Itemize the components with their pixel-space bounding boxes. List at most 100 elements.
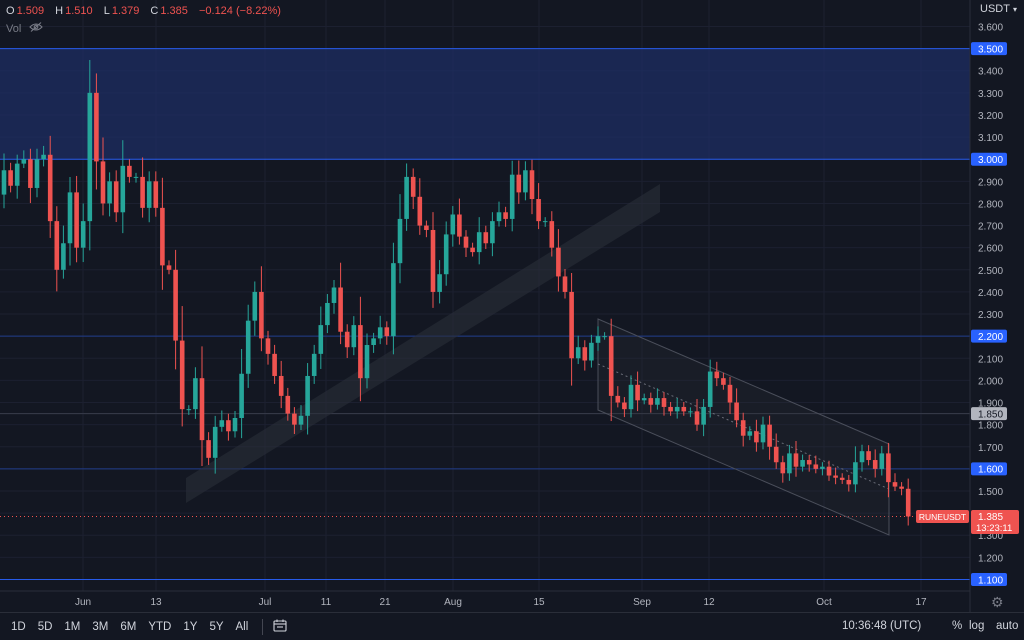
candle-body [232,418,238,432]
time-tick-label: 13 [150,597,162,608]
candle-body [727,384,733,403]
candle-body [470,247,475,253]
log-scale-toggle[interactable]: log [969,620,985,632]
candle-body [859,451,865,463]
open-value: 1.509 [16,5,45,17]
calendar-icon[interactable] [269,619,291,635]
candle-body [813,464,819,469]
level-price-tag [971,407,1007,421]
candle-body [371,338,376,346]
candle-body [879,453,885,469]
candle-body [239,373,244,419]
candle-body [344,331,350,348]
candle-body [278,375,284,396]
candle-body [826,466,832,476]
range-all[interactable]: All [235,620,249,633]
last-price-text: 1.385 [978,512,1003,523]
auto-scale-toggle[interactable]: auto [996,620,1019,632]
candle-body [740,420,746,436]
percent-scale-toggle[interactable]: % [952,620,963,632]
time-axis[interactable]: Jun 13 Jul 11 21 Aug 15 Sep 12 Oct 17 [0,590,970,608]
price-tick-label: 1.300 [978,531,1003,542]
candle-body [1,170,7,195]
high-label: H [55,5,64,17]
candle-body [800,460,805,467]
price-tick-label: 1.900 [978,399,1003,410]
last-price-tag [971,509,1019,534]
range-3m[interactable]: 3M [92,620,109,633]
candle-body [747,431,753,436]
candle-body [905,488,911,517]
candle-body [767,424,772,447]
candle-body [212,426,218,458]
level-price-tag-text: 3.000 [978,155,1003,166]
candle-body [622,402,627,410]
candle-body [285,395,291,414]
candle-body [648,398,654,405]
candle-body [318,325,324,354]
candle-body [549,221,555,248]
candle-body [404,176,409,219]
price-tick-label: 2.300 [978,310,1003,321]
candle-body [384,327,390,337]
low-value: 1.379 [111,5,140,17]
candle-body [833,475,838,478]
candle-body [490,221,495,244]
candle-body [503,212,508,219]
candle-body [714,371,720,379]
candle-body [839,477,845,480]
level-price-tag-text: 1.100 [978,575,1003,586]
candle-body [529,170,535,200]
candle-body [21,159,27,164]
candle-body [872,460,878,469]
candle-body [635,384,640,401]
price-tick-label: 2.100 [978,354,1003,365]
symbol-tag-text: RUNEUSDT [919,512,966,522]
candle-body [760,424,766,443]
price-tick-label: 3.400 [978,67,1003,78]
candle-body [113,181,119,213]
range-5y[interactable]: 5Y [209,620,224,633]
candle-body [14,163,20,186]
range-ytd[interactable]: YTD [148,620,172,633]
currency-selector[interactable]: USDT ▾ [980,3,1017,15]
candle-body [298,415,304,425]
eye-hidden-icon[interactable] [29,22,44,35]
candle-body [694,411,700,425]
gear-icon[interactable]: ⚙ [991,594,1004,610]
price-tick-label: 3.600 [978,22,1003,33]
price-tick-label: 3.200 [978,111,1003,122]
candle-body [47,154,53,222]
range-1m[interactable]: 1M [64,620,81,633]
candle-body [536,199,541,222]
candle-body [358,325,363,379]
candle-body [311,353,317,376]
candle-body [655,398,660,405]
range-5d[interactable]: 5D [37,620,53,633]
candle-body [351,325,357,348]
candle-body [457,214,462,237]
candle-body [199,378,205,441]
candle-body [674,406,680,412]
candle-body [430,229,436,292]
candle-body [133,176,139,178]
range-1y[interactable]: 1Y [183,620,198,633]
level-price-tag [971,42,1007,56]
candle-body [153,181,159,208]
price-tick-label: 1.700 [978,443,1003,454]
range-6m[interactable]: 6M [120,620,137,633]
candle-body [820,466,825,469]
candle-body [80,221,86,248]
resistance-zone [0,48,970,160]
time-tick-label: Sep [633,597,651,608]
candle-body [41,154,46,160]
price-tick-label: 2.900 [978,177,1003,188]
candle-body [509,174,515,219]
candle-body [602,336,607,338]
candle-body [245,320,251,374]
range-1d[interactable]: 1D [11,620,26,633]
utc-clock[interactable]: 10:36:48 (UTC) [842,620,922,632]
candle-body [589,342,594,361]
level-price-tag-text: 1.850 [978,409,1003,420]
